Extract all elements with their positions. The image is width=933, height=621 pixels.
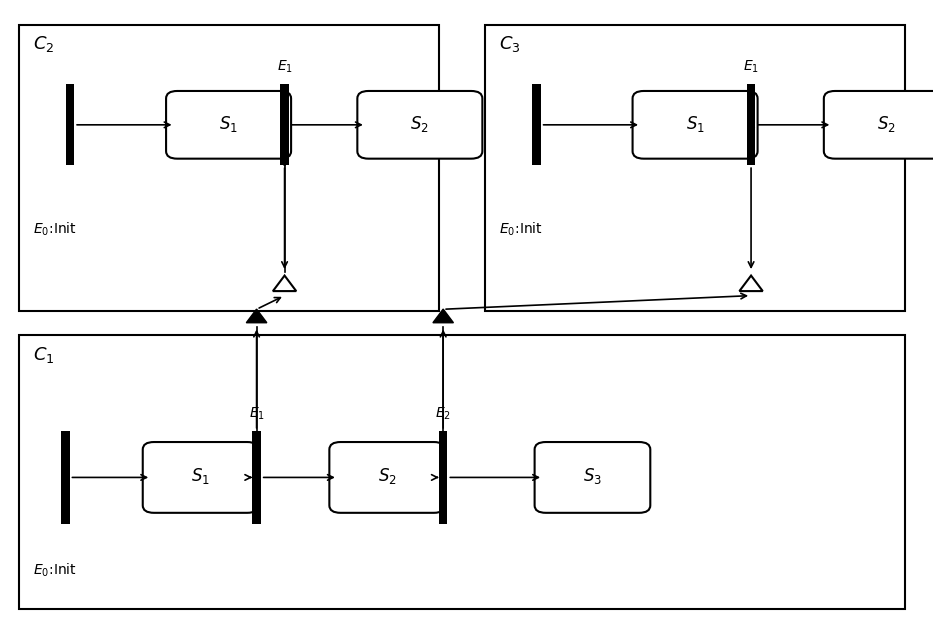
Bar (439, 431, 448, 524)
Text: $C_{2}$: $C_{2}$ (33, 34, 54, 54)
Text: $E_0$:Init: $E_0$:Init (33, 562, 77, 579)
Text: $S_{2}$: $S_{2}$ (877, 114, 896, 134)
FancyBboxPatch shape (143, 442, 258, 513)
Bar (62, 431, 69, 524)
Text: $C_{1}$: $C_{1}$ (33, 345, 54, 365)
Bar (19, 25, 439, 310)
FancyBboxPatch shape (535, 442, 650, 513)
Text: $S_{3}$: $S_{3}$ (583, 466, 602, 486)
Bar (532, 84, 541, 165)
FancyBboxPatch shape (824, 91, 933, 158)
Bar (252, 431, 261, 524)
Text: $E_{1}$: $E_{1}$ (248, 405, 265, 422)
Text: $E_0$:Init: $E_0$:Init (33, 220, 77, 238)
Text: $S_{1}$: $S_{1}$ (191, 466, 210, 486)
Bar (485, 25, 905, 310)
Bar (280, 84, 288, 165)
Text: $S_{2}$: $S_{2}$ (411, 114, 429, 134)
Text: $E_{1}$: $E_{1}$ (276, 59, 293, 75)
FancyBboxPatch shape (166, 91, 291, 158)
Text: $C_{3}$: $C_{3}$ (499, 34, 521, 54)
FancyBboxPatch shape (329, 442, 445, 513)
Text: $S_{1}$: $S_{1}$ (686, 114, 704, 134)
FancyBboxPatch shape (357, 91, 482, 158)
Text: $S_{2}$: $S_{2}$ (378, 466, 397, 486)
Polygon shape (272, 276, 297, 291)
Text: $S_{1}$: $S_{1}$ (219, 114, 238, 134)
Text: $E_{2}$: $E_{2}$ (435, 405, 452, 422)
Bar (19, 335, 905, 609)
Text: $E_0$:Init: $E_0$:Init (499, 220, 543, 238)
Bar (65, 84, 74, 165)
Polygon shape (246, 309, 267, 323)
Text: $E_{1}$: $E_{1}$ (743, 59, 759, 75)
FancyBboxPatch shape (633, 91, 758, 158)
Polygon shape (433, 309, 453, 323)
Bar (746, 84, 756, 165)
Polygon shape (739, 276, 762, 291)
